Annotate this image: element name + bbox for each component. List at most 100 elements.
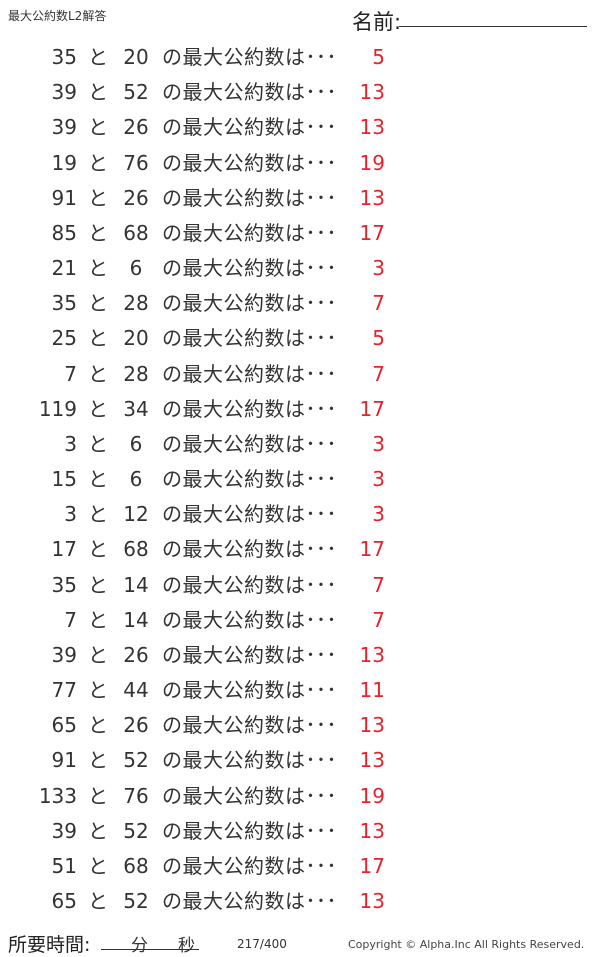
first-number: 35	[51, 291, 77, 316]
second-number: 52	[123, 889, 149, 914]
question-text: の最大公約数は･･･	[162, 80, 337, 105]
second-number: 28	[123, 361, 149, 386]
first-number: 7	[64, 361, 77, 386]
answer: 13	[359, 80, 385, 105]
connector: と	[88, 502, 108, 527]
second-number: 14	[123, 607, 149, 632]
second-number: 44	[123, 678, 149, 703]
second-number: 52	[123, 80, 149, 105]
problem-row: 39 と 52 の最大公約数は･･･ 13	[0, 77, 600, 107]
connector: と	[88, 115, 108, 140]
answer: 5	[372, 326, 385, 351]
problem-row: 39 と 26 の最大公約数は･･･ 13	[0, 112, 600, 142]
problem-row: 65 と 26 の最大公約数は･･･ 13	[0, 710, 600, 740]
first-number: 39	[51, 818, 77, 843]
first-number: 51	[51, 853, 77, 878]
first-number: 35	[51, 45, 77, 69]
question-text: の最大公約数は･･･	[162, 889, 337, 914]
answer: 7	[372, 607, 385, 632]
second-number: 6	[129, 431, 143, 456]
connector: と	[88, 80, 108, 105]
answer: 3	[372, 502, 385, 527]
question-text: の最大公約数は･･･	[162, 713, 337, 738]
page-number: 217/400	[237, 937, 287, 951]
question-text: の最大公約数は･･･	[162, 467, 337, 492]
answer: 13	[359, 818, 385, 843]
seconds-label: 秒	[178, 936, 195, 956]
problem-row: 39 と 26 の最大公約数は･･･ 13	[0, 640, 600, 670]
first-number: 21	[51, 256, 77, 281]
answer: 5	[372, 45, 385, 69]
time-field-line	[101, 949, 199, 950]
question-text: の最大公約数は･･･	[162, 502, 337, 527]
question-text: の最大公約数は･･･	[162, 291, 337, 316]
answer: 7	[372, 291, 385, 316]
problem-row: 15 と 6 の最大公約数は･･･ 3	[0, 464, 600, 494]
question-text: の最大公約数は･･･	[162, 537, 337, 562]
second-number: 26	[123, 713, 149, 738]
question-text: の最大公約数は･･･	[162, 853, 337, 878]
first-number: 119	[38, 396, 77, 421]
second-number: 68	[123, 220, 149, 245]
first-number: 91	[51, 748, 77, 773]
second-number: 26	[123, 642, 149, 667]
question-text: の最大公約数は･･･	[162, 431, 337, 456]
answer: 17	[359, 537, 385, 562]
problem-row: 119 と 34 の最大公約数は･･･ 17	[0, 394, 600, 424]
problem-row: 51 と 68 の最大公約数は･･･ 17	[0, 851, 600, 881]
name-field-line	[399, 26, 587, 27]
problem-row: 7 と 28 の最大公約数は･･･ 7	[0, 359, 600, 389]
first-number: 19	[51, 150, 77, 175]
problem-row: 35 と 14 の最大公約数は･･･ 7	[0, 570, 600, 600]
time-label: 所要時間:	[8, 934, 91, 956]
first-number: 15	[51, 467, 77, 492]
question-text: の最大公約数は･･･	[162, 642, 337, 667]
first-number: 25	[51, 326, 77, 351]
answer: 17	[359, 396, 385, 421]
minutes-label: 分	[131, 936, 148, 956]
answer: 17	[359, 853, 385, 878]
problem-row: 65 と 52 の最大公約数は･･･ 13	[0, 886, 600, 916]
second-number: 14	[123, 572, 149, 597]
second-number: 68	[123, 537, 149, 562]
second-number: 76	[123, 150, 149, 175]
answer: 13	[359, 185, 385, 210]
question-text: の最大公約数は･･･	[162, 783, 337, 808]
answer: 13	[359, 889, 385, 914]
answer: 7	[372, 572, 385, 597]
problem-row: 3 と 12 の最大公約数は･･･ 3	[0, 499, 600, 529]
connector: と	[88, 467, 108, 492]
answer: 13	[359, 713, 385, 738]
answer: 13	[359, 642, 385, 667]
answer: 19	[359, 150, 385, 175]
first-number: 65	[51, 889, 77, 914]
first-number: 7	[64, 607, 77, 632]
question-text: の最大公約数は･･･	[162, 220, 337, 245]
answer: 3	[372, 467, 385, 492]
question-text: の最大公約数は･･･	[162, 748, 337, 773]
second-number: 76	[123, 783, 149, 808]
second-number: 20	[123, 326, 149, 351]
connector: と	[88, 748, 108, 773]
copyright: Copyright © Alpha.Inc All Rights Reserve…	[348, 938, 585, 951]
connector: と	[88, 572, 108, 597]
first-number: 3	[64, 431, 77, 456]
first-number: 39	[51, 115, 77, 140]
problem-row: 7 と 14 の最大公約数は･･･ 7	[0, 605, 600, 635]
question-text: の最大公約数は･･･	[162, 361, 337, 386]
first-number: 133	[38, 783, 77, 808]
connector: と	[88, 45, 108, 69]
second-number: 34	[123, 396, 149, 421]
connector: と	[88, 537, 108, 562]
question-text: の最大公約数は･･･	[162, 150, 337, 175]
first-number: 39	[51, 642, 77, 667]
problem-row: 3 と 6 の最大公約数は･･･ 3	[0, 429, 600, 459]
connector: と	[88, 431, 108, 456]
first-number: 77	[51, 678, 77, 703]
question-text: の最大公約数は･･･	[162, 678, 337, 703]
second-number: 6	[129, 256, 143, 281]
problem-row: 133 と 76 の最大公約数は･･･ 19	[0, 781, 600, 811]
question-text: の最大公約数は･･･	[162, 572, 337, 597]
problem-row: 17 と 68 の最大公約数は･･･ 17	[0, 534, 600, 564]
